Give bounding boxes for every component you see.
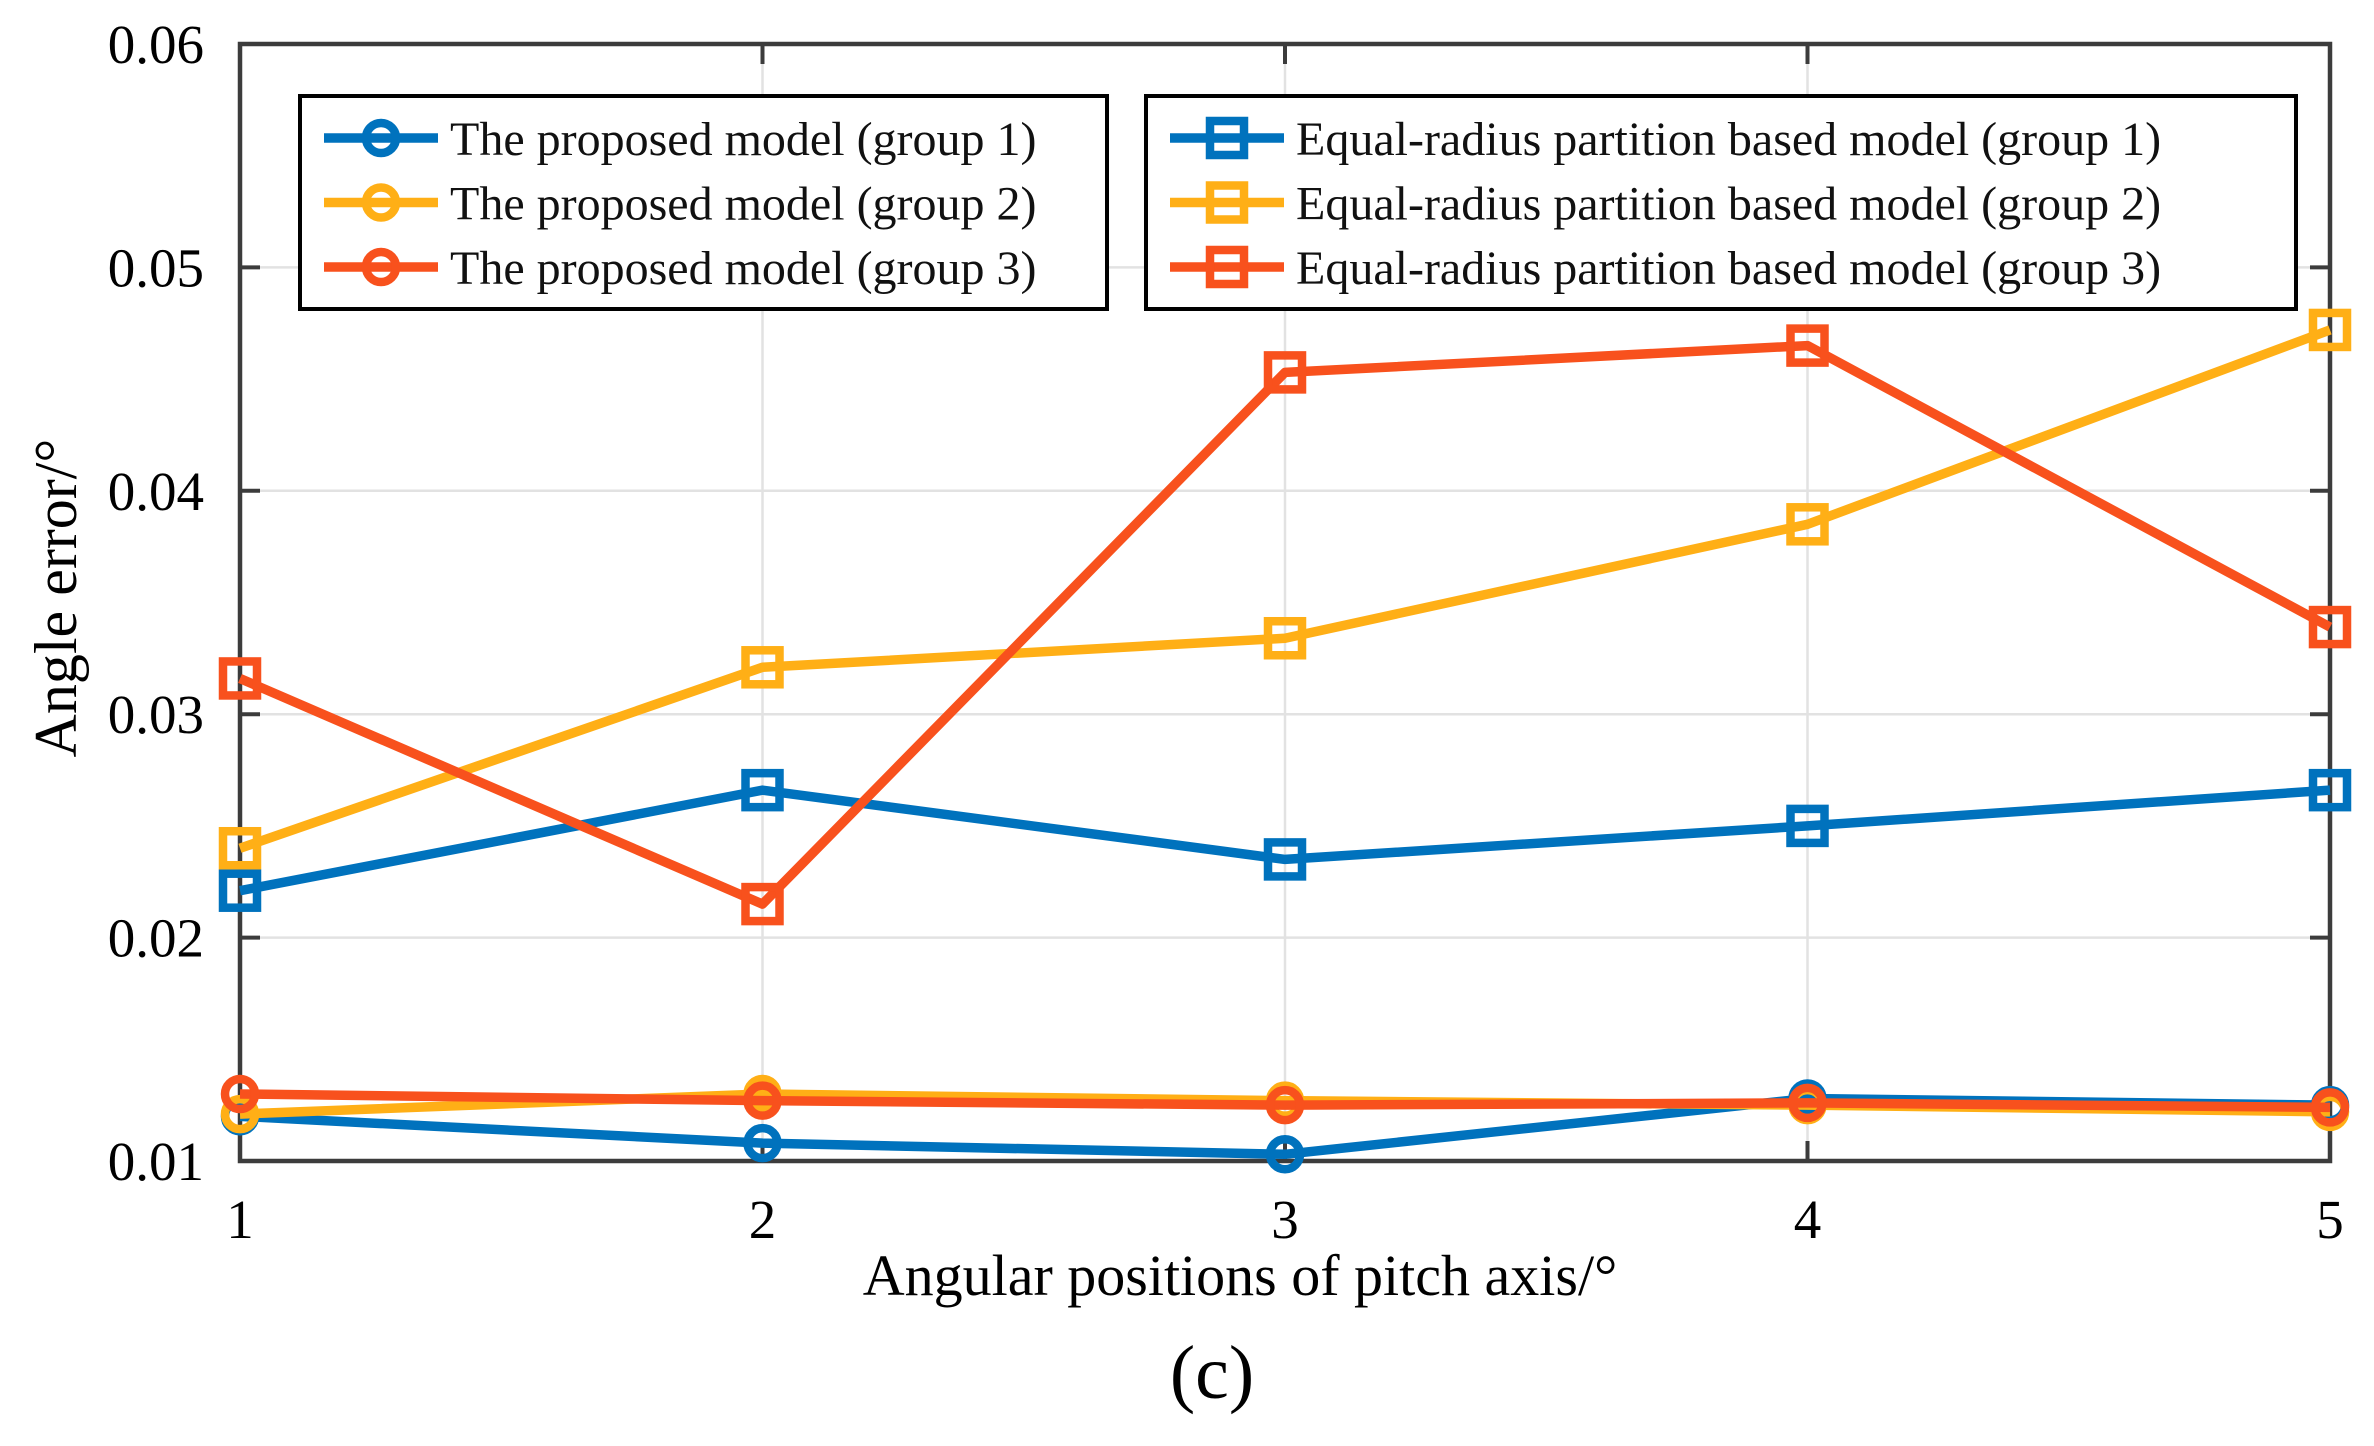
x-tick-label: 5 [2316,1189,2344,1250]
series-2-marker-circle [1265,1085,1305,1125]
series-2-marker-circle [743,1081,782,1120]
series-4-marker-square [741,646,784,689]
legend-box: The proposed model (group 1) The proposed… [298,94,1109,311]
legend-square-marker-icon [1205,116,1249,160]
legend-circle-marker-icon [361,118,401,158]
series-5-marker-square [1786,324,1829,367]
legend-entry-label: The proposed model (group 1) [450,113,1037,166]
y-tick-label: 0.01 [108,1131,204,1192]
series-line-3 [239,785,2331,896]
legend-box: Equal-radius partition based model (grou… [1144,94,2298,311]
legend-frame [1144,94,2298,311]
legend-entry-label: Equal-radius partition based model (grou… [1296,242,2161,295]
legend-entry-label: Equal-radius partition based model (grou… [1296,113,2161,166]
series-line-5 [238,340,2333,909]
series-3-marker-square [1263,838,1307,881]
series-5-marker-square [2308,605,2352,649]
series-3-marker-square [218,869,262,912]
series-5-marker-square [218,657,262,700]
legend-square-marker-icon [1205,181,1249,224]
y-axis-label: Angle error/° [23,438,89,758]
legend-square-marker-icon [1205,245,1249,289]
y-tick-label: 0.05 [108,237,204,298]
series-2-marker-circle [220,1074,260,1114]
series-3-marker-square [2308,768,2352,812]
y-tick-label: 0.02 [108,908,204,969]
x-axis-label: Angular positions of pitch axis/° [862,1243,1618,1308]
series-4-marker-square [1786,503,1829,546]
legend-circle-marker-icon [361,183,401,222]
series-4-marker-square [2308,308,2352,352]
y-tick-label: 0.04 [108,461,204,522]
series-3-marker-square [1786,804,1829,848]
x-tick-label: 1 [226,1189,254,1250]
y-tick-label: 0.06 [108,14,204,75]
series-1-marker-circle [220,1094,260,1134]
legend-entry-label: The proposed model (group 2) [450,178,1037,231]
x-tick-label: 3 [1271,1189,1299,1250]
series-line-2 [239,1089,2331,1113]
series-3-marker-square [741,768,784,812]
y-tick-label: 0.03 [108,684,204,745]
x-tick-label: 2 [749,1189,777,1250]
legend-entry-label: Equal-radius partition based model (grou… [1296,178,2161,231]
legend-entry-label: The proposed model (group 3) [450,242,1037,295]
figure-caption: (c) [1169,1331,1255,1415]
series-5-marker-square [1263,351,1307,394]
series-4-marker-square [218,826,262,870]
series-4-marker-square [1263,616,1307,660]
series-0-marker-circle [743,1123,782,1163]
series-5-marker-square [741,882,784,926]
series-2-marker-circle [1788,1083,1827,1123]
legend-circle-marker-icon [361,247,401,287]
series-0-marker-circle [1265,1135,1305,1174]
series-2-marker-circle [2310,1088,2350,1127]
series-line-4 [238,325,2332,853]
x-tick-label: 4 [1794,1189,1822,1250]
